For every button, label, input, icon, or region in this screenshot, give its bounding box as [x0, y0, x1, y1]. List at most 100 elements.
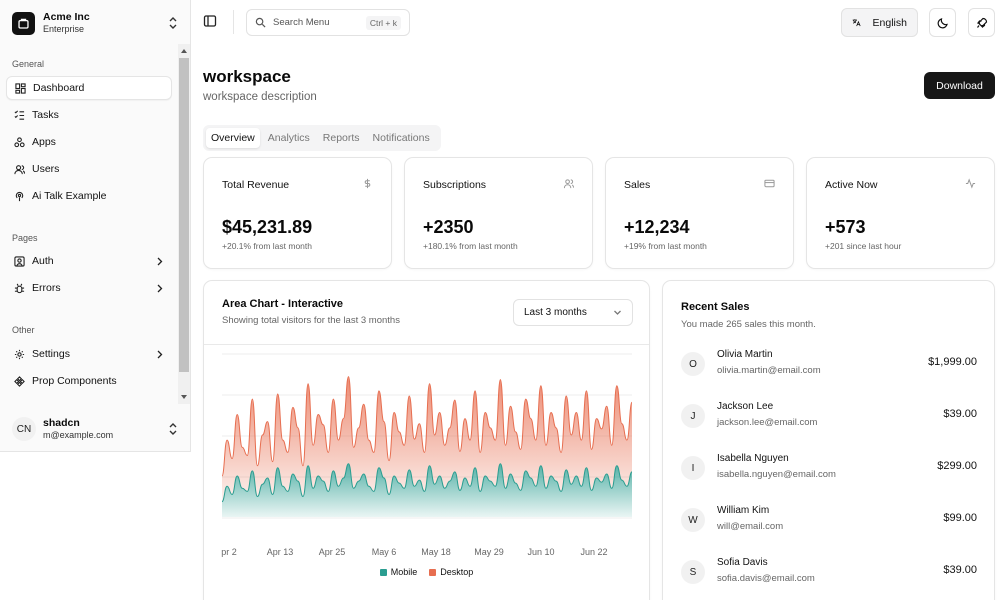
- avatar: O: [681, 352, 705, 376]
- user-menu[interactable]: CN shadcn m@example.com: [6, 412, 184, 446]
- avatar: I: [681, 456, 705, 480]
- languages-icon: [852, 19, 861, 27]
- sidebar-item-tasks[interactable]: Tasks: [6, 103, 172, 127]
- sale-name: Jackson Lee: [717, 401, 774, 412]
- series-line-mobile: [221, 463, 633, 503]
- sidebar-item-errors[interactable]: Errors: [6, 276, 172, 300]
- sale-email: will@email.com: [717, 521, 784, 532]
- moon-icon: [937, 17, 948, 28]
- sale-name: Isabella Nguyen: [717, 453, 789, 464]
- chevrons-up-down-icon: [169, 17, 177, 29]
- sidebar-item-prop-components[interactable]: Prop Components: [6, 369, 172, 393]
- search-icon: [255, 17, 266, 28]
- sidebar-item-settings[interactable]: Settings: [6, 342, 172, 366]
- avatar: W: [681, 508, 705, 532]
- sale-amount: $39.00: [943, 564, 977, 576]
- time-range-select[interactable]: Last 3 months: [513, 299, 633, 326]
- chart-header-divider: [204, 344, 649, 345]
- search-input[interactable]: Search Menu Ctrl + k: [246, 9, 410, 36]
- stat-value: +573: [825, 217, 866, 237]
- group-label-other: Other: [12, 325, 35, 335]
- x-tick-label: May 6: [372, 547, 397, 557]
- sale-amount: $1,999.00: [928, 356, 977, 368]
- team-plan: Enterprise: [43, 24, 85, 34]
- stat-subtext: +20.1% from last month: [222, 241, 313, 251]
- layout-dashboard-icon: [15, 82, 26, 94]
- stat-card-subscriptions: Subscriptions +2350 +180.1% from last mo…: [404, 157, 593, 269]
- group-label-pages: Pages: [12, 233, 38, 243]
- header-divider: [233, 10, 234, 34]
- series-area-desktop[interactable]: [222, 376, 632, 502]
- series-line-desktop: [221, 376, 633, 477]
- sale-email: jackson.lee@email.com: [717, 417, 818, 428]
- avatar: J: [681, 404, 705, 428]
- stat-card-active-now: Active Now +573 +201 since last hour: [806, 157, 995, 269]
- scroll-up-icon[interactable]: [180, 47, 188, 55]
- tab-overview[interactable]: Overview: [206, 128, 260, 148]
- stat-card-sales: Sales +12,234 +19% from last month: [605, 157, 794, 269]
- stat-title: Active Now: [825, 179, 878, 191]
- sidebar-nav: General Dashboard Tasks Apps Users Ai Ta…: [0, 46, 177, 402]
- stat-value: +2350: [423, 217, 474, 237]
- bug-icon: [14, 283, 25, 294]
- legend-label: Mobile: [390, 567, 418, 577]
- stat-title: Total Revenue: [222, 179, 290, 191]
- theme-toggle-button[interactable]: [929, 8, 956, 37]
- credit-card-icon: [764, 179, 775, 188]
- sale-row: S Sofia Davis sofia.davis@email.com $39.…: [681, 555, 977, 589]
- area-chart[interactable]: pr 2 Apr 13 Apr 25 May 6 May 18 May 29 Jun 10 J…: [204, 345, 649, 565]
- stat-subtext: +180.1% from last month: [423, 241, 518, 251]
- sidebar-item-label: Settings: [32, 348, 70, 360]
- sidebar-item-users[interactable]: Users: [6, 157, 172, 181]
- tab-analytics[interactable]: Analytics: [267, 132, 310, 144]
- language-button[interactable]: English: [841, 8, 918, 37]
- chevron-right-icon: [157, 284, 163, 292]
- team-name: Acme Inc: [43, 11, 90, 23]
- sale-amount: $299.00: [937, 460, 977, 472]
- stat-card-total-revenue: Total Revenue $45,231.89 +20.1% from las…: [203, 157, 392, 269]
- scrollbar-thumb[interactable]: [179, 58, 189, 372]
- sales-description: You made 265 sales this month.: [681, 319, 816, 330]
- sidebar-item-label: Dashboard: [33, 82, 85, 94]
- stat-subtext: +201 since last hour: [825, 241, 902, 251]
- sidebar-item-label: Ai Talk Example: [32, 190, 107, 202]
- package-icon: [14, 136, 25, 148]
- list-checks-icon: [14, 110, 25, 121]
- sidebar-toggle-icon[interactable]: [203, 14, 217, 28]
- search-shortcut: Ctrl + k: [365, 15, 401, 30]
- sidebar-item-label: Errors: [32, 282, 61, 294]
- rocket-button[interactable]: [968, 8, 995, 37]
- sidebar-item-label: Users: [32, 163, 60, 175]
- sidebar-item-ai-talk[interactable]: Ai Talk Example: [6, 184, 172, 208]
- team-switcher[interactable]: Acme Inc Enterprise: [6, 6, 184, 40]
- stat-title: Sales: [624, 179, 651, 191]
- sidebar-item-label: Prop Components: [32, 375, 117, 387]
- x-tick-label: May 18: [421, 547, 451, 557]
- legend-item-desktop: Desktop: [429, 567, 473, 577]
- chart-description: Showing total visitors for the last 3 mo…: [222, 315, 400, 326]
- series-area-mobile[interactable]: [222, 463, 632, 517]
- chevrons-up-down-icon: [169, 423, 177, 435]
- language-label: English: [872, 16, 907, 29]
- component-icon: [14, 375, 25, 387]
- sidebar-item-auth[interactable]: Auth: [6, 249, 172, 273]
- page-title: workspace: [203, 67, 291, 86]
- download-button[interactable]: Download: [924, 72, 995, 99]
- tab-notifications[interactable]: Notifications: [372, 132, 430, 144]
- sale-name: Olivia Martin: [717, 349, 773, 360]
- tab-list: Overview Analytics Reports Notifications: [203, 125, 441, 151]
- sale-amount: $99.00: [943, 512, 977, 524]
- legend-swatch-desktop: [429, 568, 437, 576]
- user-square-icon: [14, 255, 25, 267]
- sidebar-item-dashboard[interactable]: Dashboard: [6, 76, 172, 100]
- dollar-sign-icon: [364, 178, 371, 189]
- chevron-right-icon: [157, 257, 163, 265]
- activity-icon: [965, 178, 976, 189]
- scroll-down-icon[interactable]: [180, 393, 188, 401]
- sidebar-item-apps[interactable]: Apps: [6, 130, 172, 154]
- tab-reports[interactable]: Reports: [322, 132, 360, 144]
- x-tick-label: Jun 10: [527, 547, 554, 557]
- sidebar-scrollbar[interactable]: [178, 44, 190, 404]
- sale-name: William Kim: [717, 505, 770, 516]
- user-name: shadcn: [43, 417, 80, 429]
